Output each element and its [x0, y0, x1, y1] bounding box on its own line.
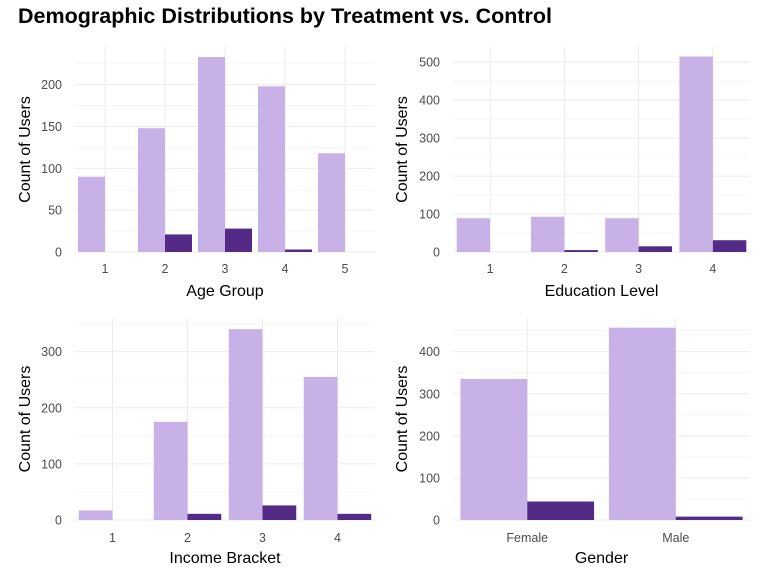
- x-tick-label: Female: [506, 531, 548, 545]
- y-tick-label: 300: [419, 387, 440, 401]
- bar-treatment-male: [675, 516, 743, 520]
- y-tick-label: 200: [41, 78, 62, 92]
- bar-treatment-2: [165, 234, 192, 252]
- y-tick-label: 200: [41, 401, 62, 415]
- x-tick-label: 1: [102, 262, 109, 276]
- x-tick-label: 2: [561, 262, 568, 276]
- bar-control-4: [303, 376, 338, 520]
- bar-treatment-2: [187, 513, 222, 520]
- x-axis-title: Education Level: [545, 283, 659, 300]
- y-axis-title: Count of Users: [17, 366, 34, 473]
- bar-treatment-3: [225, 228, 252, 252]
- y-tick-label: 100: [419, 208, 440, 222]
- y-tick-label: 300: [41, 345, 62, 359]
- y-axis-title: Count of Users: [17, 96, 34, 203]
- bar-control-1: [78, 510, 113, 520]
- x-tick-label: 4: [334, 531, 341, 545]
- bar-control-3: [605, 218, 639, 252]
- y-tick-label: 150: [41, 120, 62, 134]
- y-tick-label: 400: [419, 94, 440, 108]
- x-tick-label: 4: [282, 262, 289, 276]
- y-tick-label: 400: [419, 345, 440, 359]
- bar-treatment-4: [712, 240, 747, 252]
- bar-control-3: [228, 329, 263, 520]
- y-tick-label: 100: [41, 162, 62, 176]
- x-tick-label: 3: [222, 262, 229, 276]
- bar-control-male: [608, 327, 676, 520]
- y-tick-label: 200: [419, 429, 440, 443]
- y-tick-label: 50: [48, 204, 62, 218]
- x-tick-label: 2: [184, 531, 191, 545]
- bar-control-female: [460, 379, 528, 520]
- y-axis-title: Count of Users: [394, 96, 411, 203]
- x-tick-label: Male: [662, 531, 689, 545]
- y-tick-label: 100: [419, 471, 440, 485]
- bar-control-1: [78, 176, 105, 252]
- bar-control-1: [456, 218, 491, 252]
- panel-1: 0 50 100 150 200 1 2 3 4 5 Age Group Count of Users: [17, 47, 375, 300]
- y-tick-label: 300: [419, 132, 440, 146]
- y-tick-label: 0: [55, 514, 62, 528]
- x-tick-label: 4: [709, 262, 716, 276]
- bar-treatment-3: [638, 246, 673, 252]
- panel-4: 0 100 200 300 400 Female Male Gender Count of Us…: [394, 318, 750, 567]
- bar-control-5: [318, 153, 345, 252]
- x-axis-title: Gender: [575, 550, 629, 567]
- bar-control-3: [198, 57, 225, 252]
- x-tick-label: 3: [259, 531, 266, 545]
- x-tick-label: 2: [162, 262, 169, 276]
- bar-treatment-3: [262, 505, 297, 520]
- panel-3: 0 100 200 300 1 2 3 4 Income Bracket Count of Use…: [17, 318, 375, 567]
- x-tick-label: 1: [487, 262, 494, 276]
- x-axis-title: Age Group: [186, 283, 263, 300]
- bar-control-4: [679, 56, 713, 253]
- y-tick-label: 100: [41, 457, 62, 471]
- y-tick-label: 0: [433, 514, 440, 528]
- bar-control-2: [138, 128, 165, 252]
- x-axis-title: Income Bracket: [169, 550, 281, 567]
- bar-treatment-4: [285, 249, 312, 252]
- bar-control-2: [530, 216, 565, 252]
- chart-title: Demographic Distributions by Treatment v…: [18, 4, 552, 28]
- y-tick-label: 0: [55, 246, 62, 260]
- bar-treatment-2: [564, 250, 598, 252]
- x-tick-label: 1: [109, 531, 116, 545]
- y-tick-label: 0: [433, 246, 440, 260]
- bar-control-2: [153, 421, 188, 520]
- x-tick-label: 3: [635, 262, 642, 276]
- x-tick-label: 5: [342, 262, 349, 276]
- y-tick-label: 200: [419, 170, 440, 184]
- bar-treatment-female: [527, 501, 595, 520]
- bar-control-4: [258, 86, 285, 252]
- panel-2: 0 100 200 300 400 500 1 2 3 4 Education Level Count…: [394, 47, 750, 300]
- bar-treatment-4: [337, 513, 372, 520]
- y-tick-label: 500: [419, 56, 440, 70]
- y-axis-title: Count of Users: [394, 366, 411, 473]
